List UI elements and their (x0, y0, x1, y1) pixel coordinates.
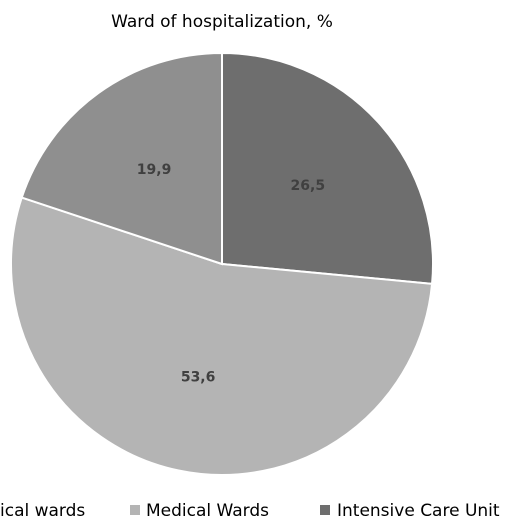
value-label: 26,5 (291, 178, 326, 194)
legend-label: ical wards (0, 501, 85, 521)
legend-marker (320, 505, 330, 515)
pie-slice (20, 51, 223, 266)
legend-marker (130, 505, 140, 515)
value-label: 19,9 (137, 162, 172, 178)
chart-title: Ward of hospitalization, % (111, 12, 333, 32)
legend-label: Medical Wards (146, 501, 269, 521)
pie-slice (10, 196, 434, 476)
value-label: 53,6 (181, 370, 216, 386)
pie-slice (221, 51, 434, 285)
legend-label: Intensive Care Unit (337, 501, 500, 521)
